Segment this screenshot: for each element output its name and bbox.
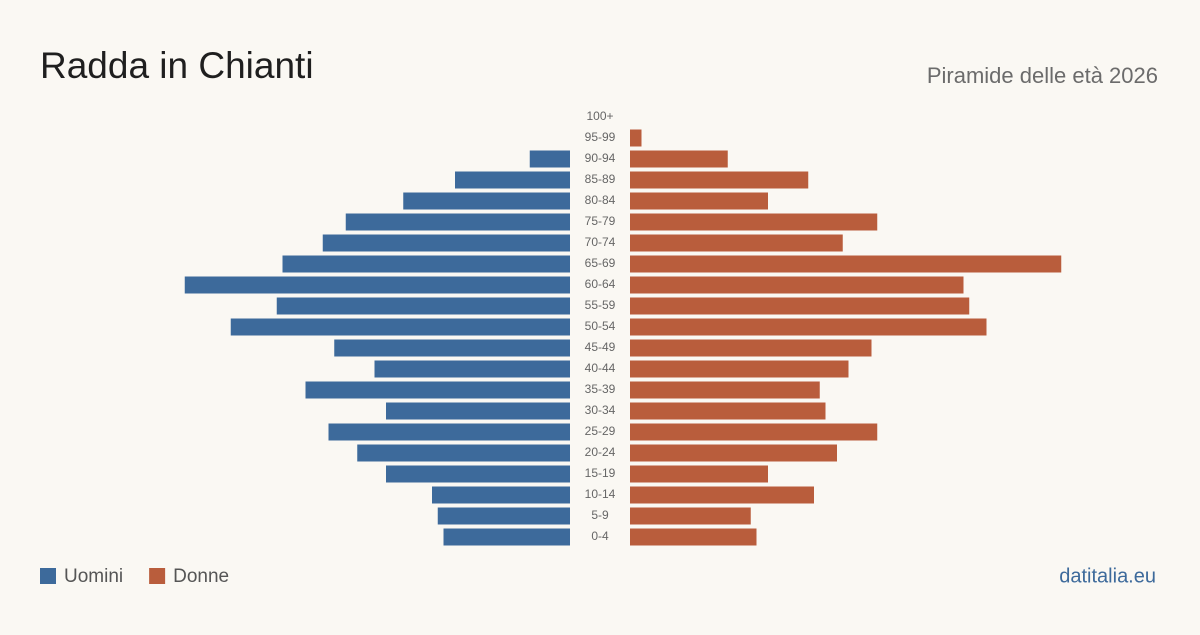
age-label: 15-19	[585, 466, 616, 480]
bar	[276, 297, 570, 315]
bar	[630, 465, 768, 483]
bar	[630, 528, 757, 546]
bar	[529, 150, 570, 168]
source: datitalia.eu	[1059, 565, 1156, 587]
bar	[328, 423, 570, 441]
bar	[630, 171, 809, 189]
bar	[630, 423, 878, 441]
bar	[630, 150, 728, 168]
legend-swatch	[149, 568, 166, 584]
bar	[630, 276, 964, 294]
bar	[630, 234, 843, 252]
bar	[334, 339, 570, 357]
bar	[432, 486, 570, 504]
age-label: 95-99	[585, 130, 616, 144]
bar	[630, 360, 849, 378]
legend-swatch	[40, 568, 56, 584]
age-label: 65-69	[585, 256, 616, 270]
age-label: 5-9	[591, 508, 609, 522]
age-label: 0-4	[591, 529, 609, 543]
bar	[630, 129, 642, 147]
bar	[305, 381, 570, 399]
age-label: 85-89	[585, 172, 616, 186]
bar	[443, 528, 570, 546]
legend-label: Donne	[173, 566, 229, 587]
bar	[630, 402, 826, 420]
legend-label: Uomini	[64, 566, 123, 587]
age-label: 60-64	[585, 277, 616, 291]
bar	[630, 339, 872, 357]
age-label: 35-39	[585, 382, 616, 396]
age-label: 25-29	[585, 424, 616, 438]
bar	[630, 486, 814, 504]
age-label: 20-24	[585, 445, 616, 459]
bar	[184, 276, 570, 294]
bar	[357, 444, 570, 462]
bar	[630, 255, 1062, 273]
bar	[630, 444, 837, 462]
bar	[386, 465, 570, 483]
bar	[322, 234, 570, 252]
age-label: 70-74	[585, 235, 616, 249]
bar	[630, 381, 820, 399]
age-label: 75-79	[585, 214, 616, 228]
bar	[386, 402, 570, 420]
bar	[630, 318, 987, 336]
age-label: 55-59	[585, 298, 616, 312]
bar	[630, 213, 878, 231]
bar	[374, 360, 570, 378]
age-label: 50-54	[585, 319, 616, 333]
bar	[345, 213, 570, 231]
age-label: 40-44	[585, 361, 616, 375]
bar	[282, 255, 570, 273]
bar	[437, 507, 570, 525]
age-label: 100+	[586, 109, 613, 123]
age-label: 30-34	[585, 403, 616, 417]
bar	[230, 318, 570, 336]
bar	[630, 192, 768, 210]
age-label: 80-84	[585, 193, 616, 207]
bar	[403, 192, 570, 210]
chart-title: Radda in Chianti	[40, 45, 314, 86]
age-label: 45-49	[585, 340, 616, 354]
age-label: 90-94	[585, 151, 616, 165]
bar	[630, 507, 751, 525]
bar	[630, 297, 970, 315]
bar	[455, 171, 570, 189]
age-label: 10-14	[585, 487, 616, 501]
chart-subtitle: Piramide delle età 2026	[927, 63, 1158, 88]
